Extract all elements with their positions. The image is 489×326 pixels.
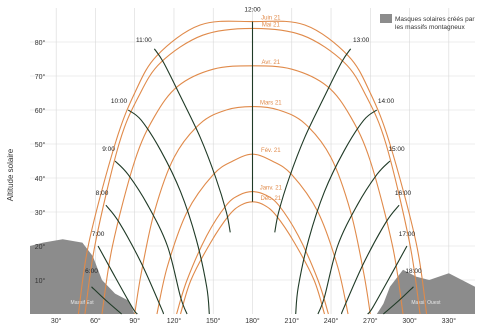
- hour-curve: [317, 160, 391, 315]
- hour-curve: [127, 109, 210, 315]
- x-tick-label: 90°: [129, 317, 140, 325]
- x-tick-label: 120°: [167, 317, 182, 325]
- y-tick-label: 30°: [35, 209, 46, 217]
- x-tick-label: 30°: [51, 317, 62, 325]
- hour-curve: [105, 204, 165, 315]
- date-curve-label: Janv. 21: [260, 186, 283, 192]
- legend-label-line: les massifs montagneux: [395, 24, 465, 31]
- date-curve-label: Déc. 21: [260, 196, 281, 202]
- hour-curve-label: 18:00: [405, 268, 422, 275]
- y-tick-label: 10°: [35, 277, 46, 285]
- x-tick-label: 240°: [324, 317, 339, 325]
- mask-region: [30, 239, 135, 314]
- x-tick-label: 150°: [206, 317, 221, 325]
- hour-curve-label: 10:00: [111, 98, 128, 105]
- x-tick-label: 60°: [90, 317, 101, 325]
- x-tick-label: 330°: [442, 317, 457, 325]
- x-tick-label: 300°: [402, 317, 417, 325]
- x-tick-label: 210°: [285, 317, 300, 325]
- hour-curve-label: 7:00: [92, 231, 105, 238]
- y-tick-label: 80°: [35, 39, 46, 47]
- date-curve-label: Juin 21: [261, 16, 281, 22]
- hour-curve: [274, 48, 352, 233]
- y-tick-label: 20°: [35, 243, 46, 251]
- y-axis-label: Altitude solaire: [6, 148, 15, 201]
- y-tick-label: 60°: [35, 107, 46, 115]
- hour-curve: [97, 245, 138, 315]
- date-curve-label: Fév. 21: [261, 148, 281, 154]
- hour-curve: [91, 286, 122, 315]
- hour-curve-label: 14:00: [378, 98, 395, 105]
- hour-curve-label: 15:00: [388, 146, 405, 153]
- date-curve-label: Avr. 21: [262, 60, 281, 66]
- hour-curve: [340, 204, 400, 315]
- date-curve-label: Mai 21: [262, 22, 281, 28]
- hour-curve: [367, 245, 408, 315]
- hour-curve-label: 13:00: [353, 37, 370, 44]
- hour-curve: [153, 48, 231, 233]
- hour-curve: [383, 286, 414, 315]
- hour-curve-label: 17:00: [399, 231, 416, 238]
- hour-curve-label: 16:00: [395, 190, 412, 197]
- axes: 10° 20° 30° 40° 50° 60° 70° 80° 30° 60° 90° 120° 150…: [35, 39, 457, 325]
- y-tick-label: 70°: [35, 73, 46, 81]
- x-tick-label: 180°: [245, 317, 260, 325]
- hour-curve-label: 6:00: [85, 268, 98, 275]
- y-tick-label: 50°: [35, 141, 46, 149]
- legend-label: Masques solaires créés par les massifs mo…: [395, 16, 475, 31]
- date-curve-label: Mars 21: [260, 101, 282, 107]
- hour-curve: [114, 160, 188, 315]
- hour-curve-label: 11:00: [136, 37, 152, 44]
- x-tick-label: 270°: [363, 317, 378, 325]
- y-tick-label: 40°: [35, 175, 46, 183]
- hour-curve: [295, 109, 378, 315]
- mask-label: Massif Ouest: [411, 300, 441, 306]
- hour-curve-label: 8:00: [96, 190, 109, 197]
- hour-curves: [91, 21, 414, 315]
- hour-curve-label: 12:00: [244, 6, 261, 13]
- legend-label-line: Masques solaires créés par: [395, 16, 475, 23]
- legend-swatch: [380, 14, 392, 23]
- hour-curve-label: 9:00: [102, 146, 115, 153]
- legend: Masques solaires créés par les massifs mo…: [380, 14, 475, 31]
- mask-label: Massif Est: [71, 300, 95, 306]
